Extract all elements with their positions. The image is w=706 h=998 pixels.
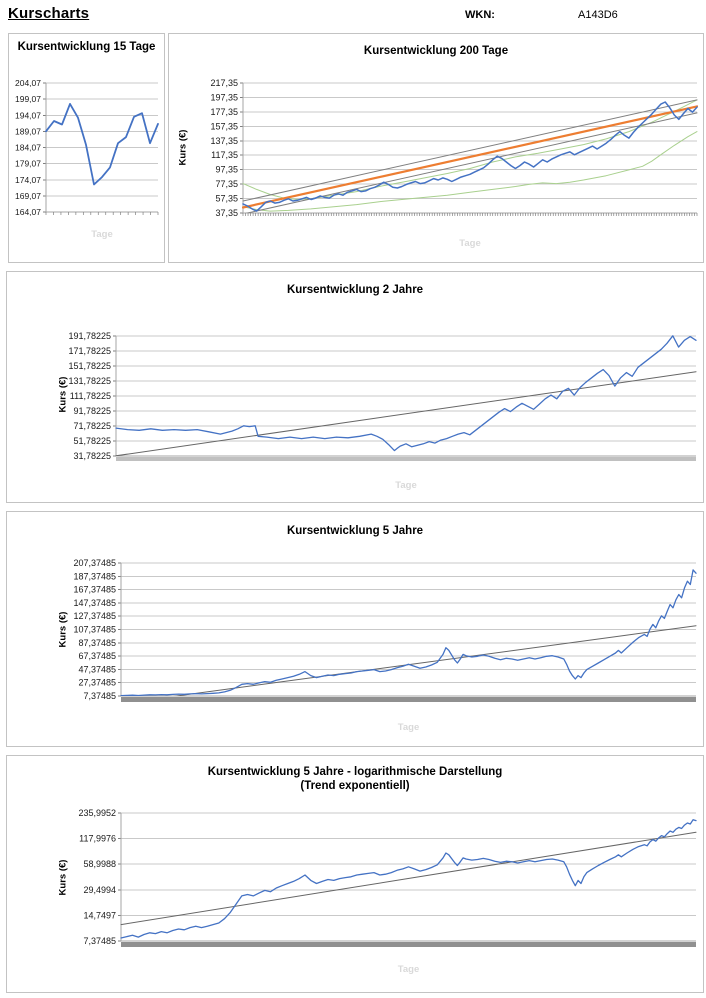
svg-text:127,37485: 127,37485: [73, 611, 116, 621]
svg-text:107,37485: 107,37485: [73, 625, 116, 635]
chart-canvas-5-jahre-log: 235,9952 117,9976 58,9988 29,4994 14,7497 7,3…: [78, 808, 697, 975]
svg-text:177,35: 177,35: [210, 107, 238, 117]
svg-text:57,35: 57,35: [215, 194, 238, 204]
svg-text:217,35: 217,35: [210, 78, 238, 88]
chart-canvas-2-jahre: 191,78225 171,78225 151,78225 131,78225 111,…: [68, 331, 697, 491]
chart-canvas-15-tage: 204,07 199,07 194,07 189,07 184,07 179,07 174,…: [15, 78, 159, 240]
svg-text:184,07: 184,07: [15, 143, 41, 153]
x-axis-title-c200: Tage: [459, 238, 480, 249]
svg-text:77,35: 77,35: [215, 179, 238, 189]
svg-text:97,35: 97,35: [215, 165, 238, 175]
svg-text:31,78225: 31,78225: [73, 451, 111, 461]
svg-text:117,9976: 117,9976: [79, 834, 116, 844]
svg-text:169,07: 169,07: [15, 191, 41, 201]
svg-text:117,35: 117,35: [211, 150, 238, 160]
svg-text:147,37485: 147,37485: [73, 598, 116, 608]
svg-text:189,07: 189,07: [15, 126, 41, 136]
chart-canvas-5-jahre: 207,37485 187,37485 167,37485 147,37485 127,…: [73, 558, 697, 733]
chart-panel-200-tage: Kursentwicklung 200 Tage Kurs (€) 217,35…: [168, 33, 704, 263]
chart-title-5-jahre-log: Kursentwicklung 5 Jahre - logarithmische…: [207, 766, 503, 778]
svg-text:87,37485: 87,37485: [78, 638, 116, 648]
svg-text:179,07: 179,07: [15, 159, 41, 169]
x-axis-title-clog: Tage: [398, 964, 419, 975]
svg-text:199,07: 199,07: [15, 94, 41, 104]
chart-panel-5-jahre: Kursentwicklung 5 Jahre Kurs (€) 207,374…: [6, 511, 704, 747]
svg-text:207,37485: 207,37485: [73, 558, 116, 568]
svg-text:7,37485: 7,37485: [83, 936, 116, 946]
svg-text:71,78225: 71,78225: [73, 421, 111, 431]
svg-text:151,78225: 151,78225: [68, 361, 111, 371]
svg-text:164,07: 164,07: [15, 207, 41, 217]
svg-text:197,35: 197,35: [210, 92, 238, 102]
svg-text:111,78225: 111,78225: [70, 391, 111, 401]
svg-text:157,35: 157,35: [210, 121, 238, 131]
svg-text:91,78225: 91,78225: [73, 406, 111, 416]
chart-title-5-jahre: Kursentwicklung 5 Jahre: [286, 525, 424, 537]
svg-text:7,37485: 7,37485: [83, 691, 116, 701]
chart-panel-5-jahre-log: Kursentwicklung 5 Jahre - logarithmische…: [6, 755, 704, 993]
svg-text:67,37485: 67,37485: [78, 651, 116, 661]
svg-text:167,37485: 167,37485: [73, 585, 116, 595]
svg-text:51,78225: 51,78225: [73, 436, 111, 446]
chart-title-15-tage: Kursentwicklung 15 Tage: [17, 41, 156, 53]
chart-panel-15-tage: Kursentwicklung 15 Tage 204,07 199,07 194,…: [8, 33, 165, 263]
svg-text:27,37485: 27,37485: [78, 678, 116, 688]
page-title: Kurscharts: [8, 5, 90, 22]
svg-text:235,9952: 235,9952: [78, 808, 116, 818]
chart-canvas-200-tage: 217,35 197,35 177,35 157,35 137,35 117,35 97,3…: [210, 78, 698, 249]
x-axis-title-c15: Tage: [91, 229, 112, 240]
svg-text:204,07: 204,07: [15, 78, 41, 88]
svg-text:47,37485: 47,37485: [78, 664, 116, 674]
x-axis-title-c2y: Tage: [395, 480, 416, 491]
svg-text:137,35: 137,35: [210, 136, 238, 146]
svg-text:191,78225: 191,78225: [68, 331, 111, 341]
chart-panel-2-jahre: Kursentwicklung 2 Jahre Kurs (€) 191,782…: [6, 271, 704, 503]
svg-text:171,78225: 171,78225: [68, 346, 111, 356]
chart-subtitle-5-jahre-log: (Trend exponentiell): [300, 780, 410, 792]
svg-text:58,9988: 58,9988: [83, 859, 116, 869]
x-axis-title-c5y: Tage: [398, 722, 419, 733]
wkn-value: A143D6: [578, 9, 618, 21]
svg-text:187,37485: 187,37485: [73, 571, 116, 581]
svg-text:14,7497: 14,7497: [83, 910, 116, 920]
svg-text:174,07: 174,07: [15, 175, 41, 185]
wkn-label: WKN:: [465, 9, 495, 21]
chart-title-200-tage: Kursentwicklung 200 Tage: [363, 45, 509, 57]
chart-title-2-jahre: Kursentwicklung 2 Jahre: [286, 284, 424, 296]
svg-text:131,78225: 131,78225: [68, 376, 111, 386]
svg-text:194,07: 194,07: [15, 110, 41, 120]
svg-text:37,35: 37,35: [215, 208, 238, 218]
svg-text:29,4994: 29,4994: [83, 885, 116, 895]
